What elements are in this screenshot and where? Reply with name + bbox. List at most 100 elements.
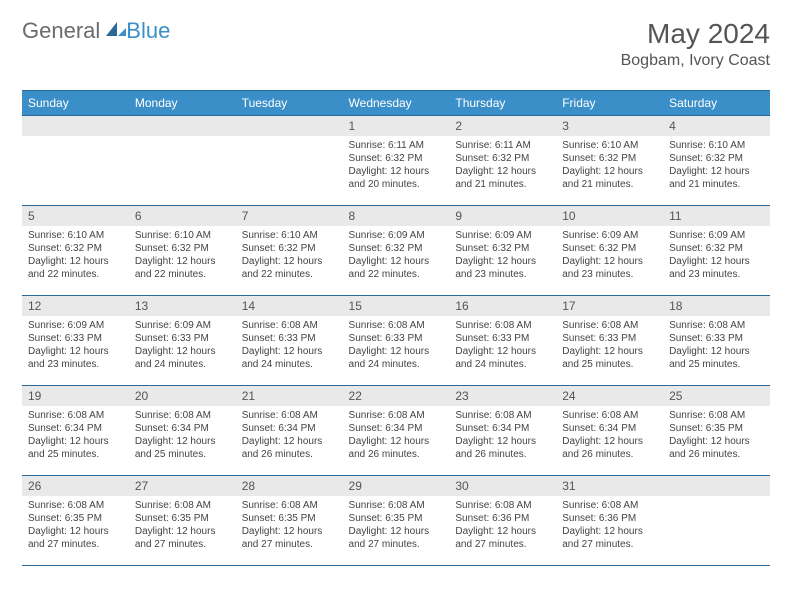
day-detail-line: Sunset: 6:33 PM xyxy=(669,332,764,345)
calendar-week-row: 12Sunrise: 6:09 AMSunset: 6:33 PMDayligh… xyxy=(22,296,770,386)
day-number: 21 xyxy=(236,386,343,406)
day-detail-line: Daylight: 12 hours xyxy=(349,435,444,448)
day-detail-line: Sunset: 6:32 PM xyxy=(455,242,550,255)
calendar-cell: 14Sunrise: 6:08 AMSunset: 6:33 PMDayligh… xyxy=(236,296,343,386)
day-number: 29 xyxy=(343,476,450,496)
day-number: 1 xyxy=(343,116,450,136)
day-detail-line: Daylight: 12 hours xyxy=(455,435,550,448)
calendar-cell: 21Sunrise: 6:08 AMSunset: 6:34 PMDayligh… xyxy=(236,386,343,476)
day-number: 28 xyxy=(236,476,343,496)
calendar-cell: 18Sunrise: 6:08 AMSunset: 6:33 PMDayligh… xyxy=(663,296,770,386)
day-detail-line: Sunset: 6:35 PM xyxy=(135,512,230,525)
day-details: Sunrise: 6:08 AMSunset: 6:34 PMDaylight:… xyxy=(556,406,663,466)
day-detail-line: and 26 minutes. xyxy=(669,448,764,461)
day-number: 15 xyxy=(343,296,450,316)
day-number: 12 xyxy=(22,296,129,316)
day-details: Sunrise: 6:08 AMSunset: 6:35 PMDaylight:… xyxy=(22,496,129,556)
calendar-cell: 20Sunrise: 6:08 AMSunset: 6:34 PMDayligh… xyxy=(129,386,236,476)
calendar-cell: 13Sunrise: 6:09 AMSunset: 6:33 PMDayligh… xyxy=(129,296,236,386)
day-details: Sunrise: 6:09 AMSunset: 6:32 PMDaylight:… xyxy=(449,226,556,286)
day-number: 24 xyxy=(556,386,663,406)
day-detail-line: and 27 minutes. xyxy=(135,538,230,551)
day-detail-line: Sunrise: 6:08 AM xyxy=(669,319,764,332)
calendar-cell: 6Sunrise: 6:10 AMSunset: 6:32 PMDaylight… xyxy=(129,206,236,296)
day-detail-line: Sunset: 6:35 PM xyxy=(349,512,444,525)
day-detail-line: Sunset: 6:35 PM xyxy=(242,512,337,525)
calendar-week-row: 1Sunrise: 6:11 AMSunset: 6:32 PMDaylight… xyxy=(22,116,770,206)
day-detail-line: Sunset: 6:34 PM xyxy=(242,422,337,435)
day-detail-line: Sunrise: 6:08 AM xyxy=(562,409,657,422)
logo-text-general: General xyxy=(22,18,100,44)
day-number: 11 xyxy=(663,206,770,226)
day-detail-line: Daylight: 12 hours xyxy=(28,345,123,358)
calendar-cell: 9Sunrise: 6:09 AMSunset: 6:32 PMDaylight… xyxy=(449,206,556,296)
calendar-cell: 24Sunrise: 6:08 AMSunset: 6:34 PMDayligh… xyxy=(556,386,663,476)
day-detail-line: Daylight: 12 hours xyxy=(28,525,123,538)
day-detail-line: Sunset: 6:32 PM xyxy=(349,152,444,165)
day-detail-line: Sunset: 6:34 PM xyxy=(562,422,657,435)
day-detail-line: and 26 minutes. xyxy=(349,448,444,461)
day-detail-line: Sunrise: 6:09 AM xyxy=(562,229,657,242)
day-detail-line: Sunrise: 6:08 AM xyxy=(562,319,657,332)
day-details: Sunrise: 6:08 AMSunset: 6:36 PMDaylight:… xyxy=(449,496,556,556)
logo-sail-icon xyxy=(104,18,126,44)
day-detail-line: Daylight: 12 hours xyxy=(28,435,123,448)
calendar-cell: 19Sunrise: 6:08 AMSunset: 6:34 PMDayligh… xyxy=(22,386,129,476)
day-details: Sunrise: 6:08 AMSunset: 6:34 PMDaylight:… xyxy=(343,406,450,466)
day-detail-line: Sunrise: 6:09 AM xyxy=(135,319,230,332)
day-number: 19 xyxy=(22,386,129,406)
calendar-cell: 7Sunrise: 6:10 AMSunset: 6:32 PMDaylight… xyxy=(236,206,343,296)
day-details: Sunrise: 6:08 AMSunset: 6:33 PMDaylight:… xyxy=(343,316,450,376)
day-detail-line: Daylight: 12 hours xyxy=(669,435,764,448)
weekday-wednesday: Wednesday xyxy=(343,91,450,116)
day-detail-line: and 25 minutes. xyxy=(28,448,123,461)
day-detail-line: and 24 minutes. xyxy=(242,358,337,371)
day-number: 8 xyxy=(343,206,450,226)
calendar-cell: 5Sunrise: 6:10 AMSunset: 6:32 PMDaylight… xyxy=(22,206,129,296)
calendar-cell: 15Sunrise: 6:08 AMSunset: 6:33 PMDayligh… xyxy=(343,296,450,386)
day-number: 9 xyxy=(449,206,556,226)
month-title: May 2024 xyxy=(621,18,770,50)
day-detail-line: Daylight: 12 hours xyxy=(455,255,550,268)
day-details: Sunrise: 6:10 AMSunset: 6:32 PMDaylight:… xyxy=(129,226,236,286)
day-number: 25 xyxy=(663,386,770,406)
day-detail-line: Daylight: 12 hours xyxy=(242,435,337,448)
day-detail-line: and 24 minutes. xyxy=(455,358,550,371)
day-detail-line: and 27 minutes. xyxy=(349,538,444,551)
day-detail-line: Daylight: 12 hours xyxy=(28,255,123,268)
day-detail-line: and 27 minutes. xyxy=(455,538,550,551)
day-detail-line: and 25 minutes. xyxy=(669,358,764,371)
day-number-empty xyxy=(663,476,770,496)
day-detail-line: Daylight: 12 hours xyxy=(562,345,657,358)
day-detail-line: and 22 minutes. xyxy=(242,268,337,281)
day-detail-line: and 26 minutes. xyxy=(242,448,337,461)
day-detail-line: and 25 minutes. xyxy=(562,358,657,371)
day-detail-line: Sunset: 6:33 PM xyxy=(135,332,230,345)
day-number: 27 xyxy=(129,476,236,496)
day-number: 23 xyxy=(449,386,556,406)
day-detail-line: Sunrise: 6:11 AM xyxy=(455,139,550,152)
day-detail-line: Sunrise: 6:08 AM xyxy=(562,499,657,512)
day-detail-line: and 27 minutes. xyxy=(242,538,337,551)
calendar-cell xyxy=(236,116,343,206)
day-number-empty xyxy=(236,116,343,136)
weekday-sunday: Sunday xyxy=(22,91,129,116)
day-detail-line: Daylight: 12 hours xyxy=(562,255,657,268)
day-number: 31 xyxy=(556,476,663,496)
day-details: Sunrise: 6:08 AMSunset: 6:36 PMDaylight:… xyxy=(556,496,663,556)
calendar-cell: 1Sunrise: 6:11 AMSunset: 6:32 PMDaylight… xyxy=(343,116,450,206)
day-details: Sunrise: 6:09 AMSunset: 6:32 PMDaylight:… xyxy=(663,226,770,286)
day-number: 30 xyxy=(449,476,556,496)
day-detail-line: Sunset: 6:34 PM xyxy=(135,422,230,435)
day-detail-line: and 22 minutes. xyxy=(28,268,123,281)
calendar-cell: 11Sunrise: 6:09 AMSunset: 6:32 PMDayligh… xyxy=(663,206,770,296)
day-detail-line: and 27 minutes. xyxy=(562,538,657,551)
calendar-cell xyxy=(129,116,236,206)
day-number: 5 xyxy=(22,206,129,226)
day-detail-line: Daylight: 12 hours xyxy=(669,345,764,358)
day-details: Sunrise: 6:08 AMSunset: 6:34 PMDaylight:… xyxy=(129,406,236,466)
calendar-cell: 31Sunrise: 6:08 AMSunset: 6:36 PMDayligh… xyxy=(556,476,663,566)
calendar-cell xyxy=(22,116,129,206)
calendar-cell: 17Sunrise: 6:08 AMSunset: 6:33 PMDayligh… xyxy=(556,296,663,386)
calendar-week-row: 19Sunrise: 6:08 AMSunset: 6:34 PMDayligh… xyxy=(22,386,770,476)
